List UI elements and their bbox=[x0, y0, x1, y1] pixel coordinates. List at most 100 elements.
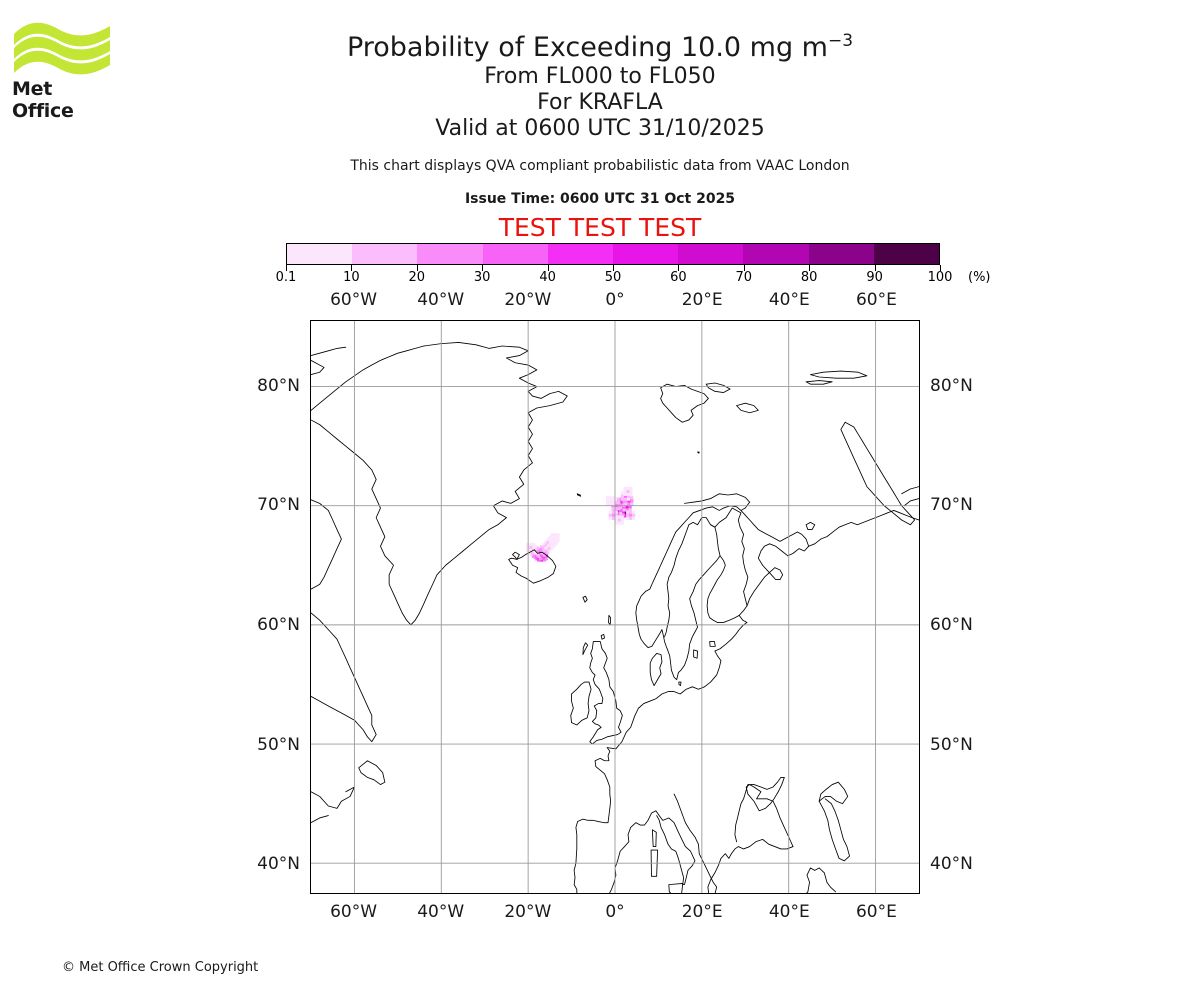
ash-probability-cell bbox=[614, 501, 618, 505]
coastline-path bbox=[710, 524, 721, 557]
colorbar-tick-label: 60 bbox=[670, 270, 687, 285]
ash-probability-cell bbox=[626, 489, 630, 493]
ash-probability-cell bbox=[620, 491, 624, 495]
coastline-path bbox=[570, 681, 592, 726]
ash-probability-cell bbox=[611, 516, 615, 520]
ash-probability-cell bbox=[626, 492, 630, 497]
colorbar-swatch-6 bbox=[678, 244, 744, 264]
ash-probability-cell bbox=[626, 494, 630, 498]
ash-probability-cell bbox=[543, 551, 547, 555]
coastline-path bbox=[311, 499, 342, 590]
coastline-path bbox=[903, 498, 919, 507]
ash-probability-cell bbox=[614, 507, 618, 511]
ash-probability-cell bbox=[546, 538, 550, 542]
ash-probability-cell bbox=[547, 546, 551, 550]
longitude-label: 60°E bbox=[855, 902, 897, 922]
ash-probability-cell bbox=[553, 533, 557, 537]
coastline-path bbox=[818, 798, 850, 862]
ash-probability-cell bbox=[623, 514, 627, 518]
ash-probability-cell bbox=[617, 507, 621, 511]
ash-probability-cell bbox=[611, 507, 615, 511]
coastline-path bbox=[805, 380, 833, 385]
latitude-label: 50°N bbox=[930, 734, 973, 755]
latitude-label: 40°N bbox=[930, 854, 973, 875]
ash-probability-cell bbox=[626, 510, 630, 514]
ash-probability-cell bbox=[616, 508, 620, 513]
longitude-label: 40°E bbox=[768, 902, 810, 922]
ash-probability-cell bbox=[614, 510, 618, 514]
ash-probability-cell bbox=[632, 510, 636, 514]
longitude-label: 20°W bbox=[504, 290, 552, 310]
colorbar-swatch-7 bbox=[743, 244, 809, 264]
ash-probability-cell bbox=[632, 516, 636, 520]
colorbar-tick bbox=[416, 265, 418, 271]
ash-probability-cell bbox=[534, 554, 538, 559]
ash-probability-cell bbox=[624, 502, 628, 506]
coastline-path bbox=[697, 451, 700, 454]
coastline-path bbox=[650, 849, 658, 877]
ash-probability-cell bbox=[628, 508, 632, 512]
ash-probability-cell bbox=[548, 538, 552, 542]
ash-probability-cell bbox=[621, 510, 625, 514]
ash-probability-cell bbox=[530, 551, 535, 555]
graticule-layer bbox=[311, 321, 919, 893]
latitude-label: 60°N bbox=[257, 614, 300, 635]
ash-probability-cell bbox=[556, 533, 560, 537]
longitude-label: 0° bbox=[605, 290, 625, 310]
ash-probability-cell bbox=[556, 536, 560, 540]
ash-probability-cell bbox=[531, 554, 535, 559]
coastline-path bbox=[608, 614, 612, 626]
ash-probability-cell bbox=[616, 497, 620, 501]
coastline-path bbox=[805, 521, 816, 530]
ash-probability-cell bbox=[612, 502, 616, 506]
ash-probability-cell bbox=[542, 542, 546, 546]
ash-probability-cell bbox=[620, 518, 624, 522]
page-title: Probability of Exceeding 10.0 mg m−3 bbox=[0, 24, 1200, 65]
ash-probability-cell bbox=[544, 557, 548, 561]
ash-probability-cell bbox=[623, 486, 627, 490]
colorbar-swatch-5 bbox=[613, 244, 679, 264]
ash-probability-cell bbox=[542, 553, 546, 557]
ash-probability-cell bbox=[627, 499, 631, 503]
ash-probability-cell bbox=[627, 502, 631, 506]
ash-probability-cell bbox=[553, 536, 557, 540]
colorbar-tick bbox=[286, 265, 287, 271]
ash-probability-map[interactable] bbox=[310, 320, 920, 894]
ash-probability-cell bbox=[540, 545, 544, 549]
ash-probability-cell bbox=[606, 502, 610, 506]
ash-probability-cell bbox=[622, 503, 626, 507]
ash-probability-cell bbox=[617, 515, 621, 519]
ash-probability-cell bbox=[536, 552, 540, 556]
ash-probability-cell bbox=[614, 513, 618, 517]
colorbar-ticks bbox=[286, 265, 941, 273]
ash-probability-cell bbox=[542, 548, 546, 553]
coastline-path bbox=[693, 649, 698, 659]
ash-probability-cell bbox=[623, 494, 627, 498]
ash-probability-cell bbox=[606, 499, 610, 503]
coastline-path bbox=[311, 786, 355, 809]
ash-probability-cell bbox=[544, 543, 548, 547]
ash-probability-cell bbox=[606, 496, 610, 500]
ash-probability-cell bbox=[542, 545, 546, 549]
longitude-label: 60°W bbox=[330, 902, 378, 922]
ash-probability-cell bbox=[550, 539, 554, 543]
ash-probability-cell bbox=[554, 541, 558, 545]
coastline-path bbox=[806, 867, 836, 893]
colorbar-swatch-8 bbox=[808, 244, 874, 264]
ash-probability-cell bbox=[622, 500, 626, 504]
ash-probability-cell bbox=[538, 557, 542, 561]
ash-probability-cell bbox=[619, 508, 623, 513]
ash-probability-cell bbox=[609, 496, 613, 500]
colorbar-swatch-9 bbox=[873, 244, 940, 264]
test-watermark: TEST TEST TEST bbox=[498, 213, 702, 242]
flight-level-subtitle: From FL000 to FL050 bbox=[484, 64, 716, 89]
colorbar-tick bbox=[351, 265, 353, 271]
ash-probability-cell bbox=[622, 508, 626, 512]
longitude-label: 20°W bbox=[504, 902, 552, 922]
ash-probability-cell bbox=[548, 541, 552, 545]
coastline-path bbox=[635, 493, 751, 681]
colorbar-tick bbox=[743, 265, 745, 271]
coastline-path bbox=[818, 781, 849, 805]
ash-probability-cell bbox=[608, 513, 612, 517]
coastline-path bbox=[589, 641, 623, 745]
